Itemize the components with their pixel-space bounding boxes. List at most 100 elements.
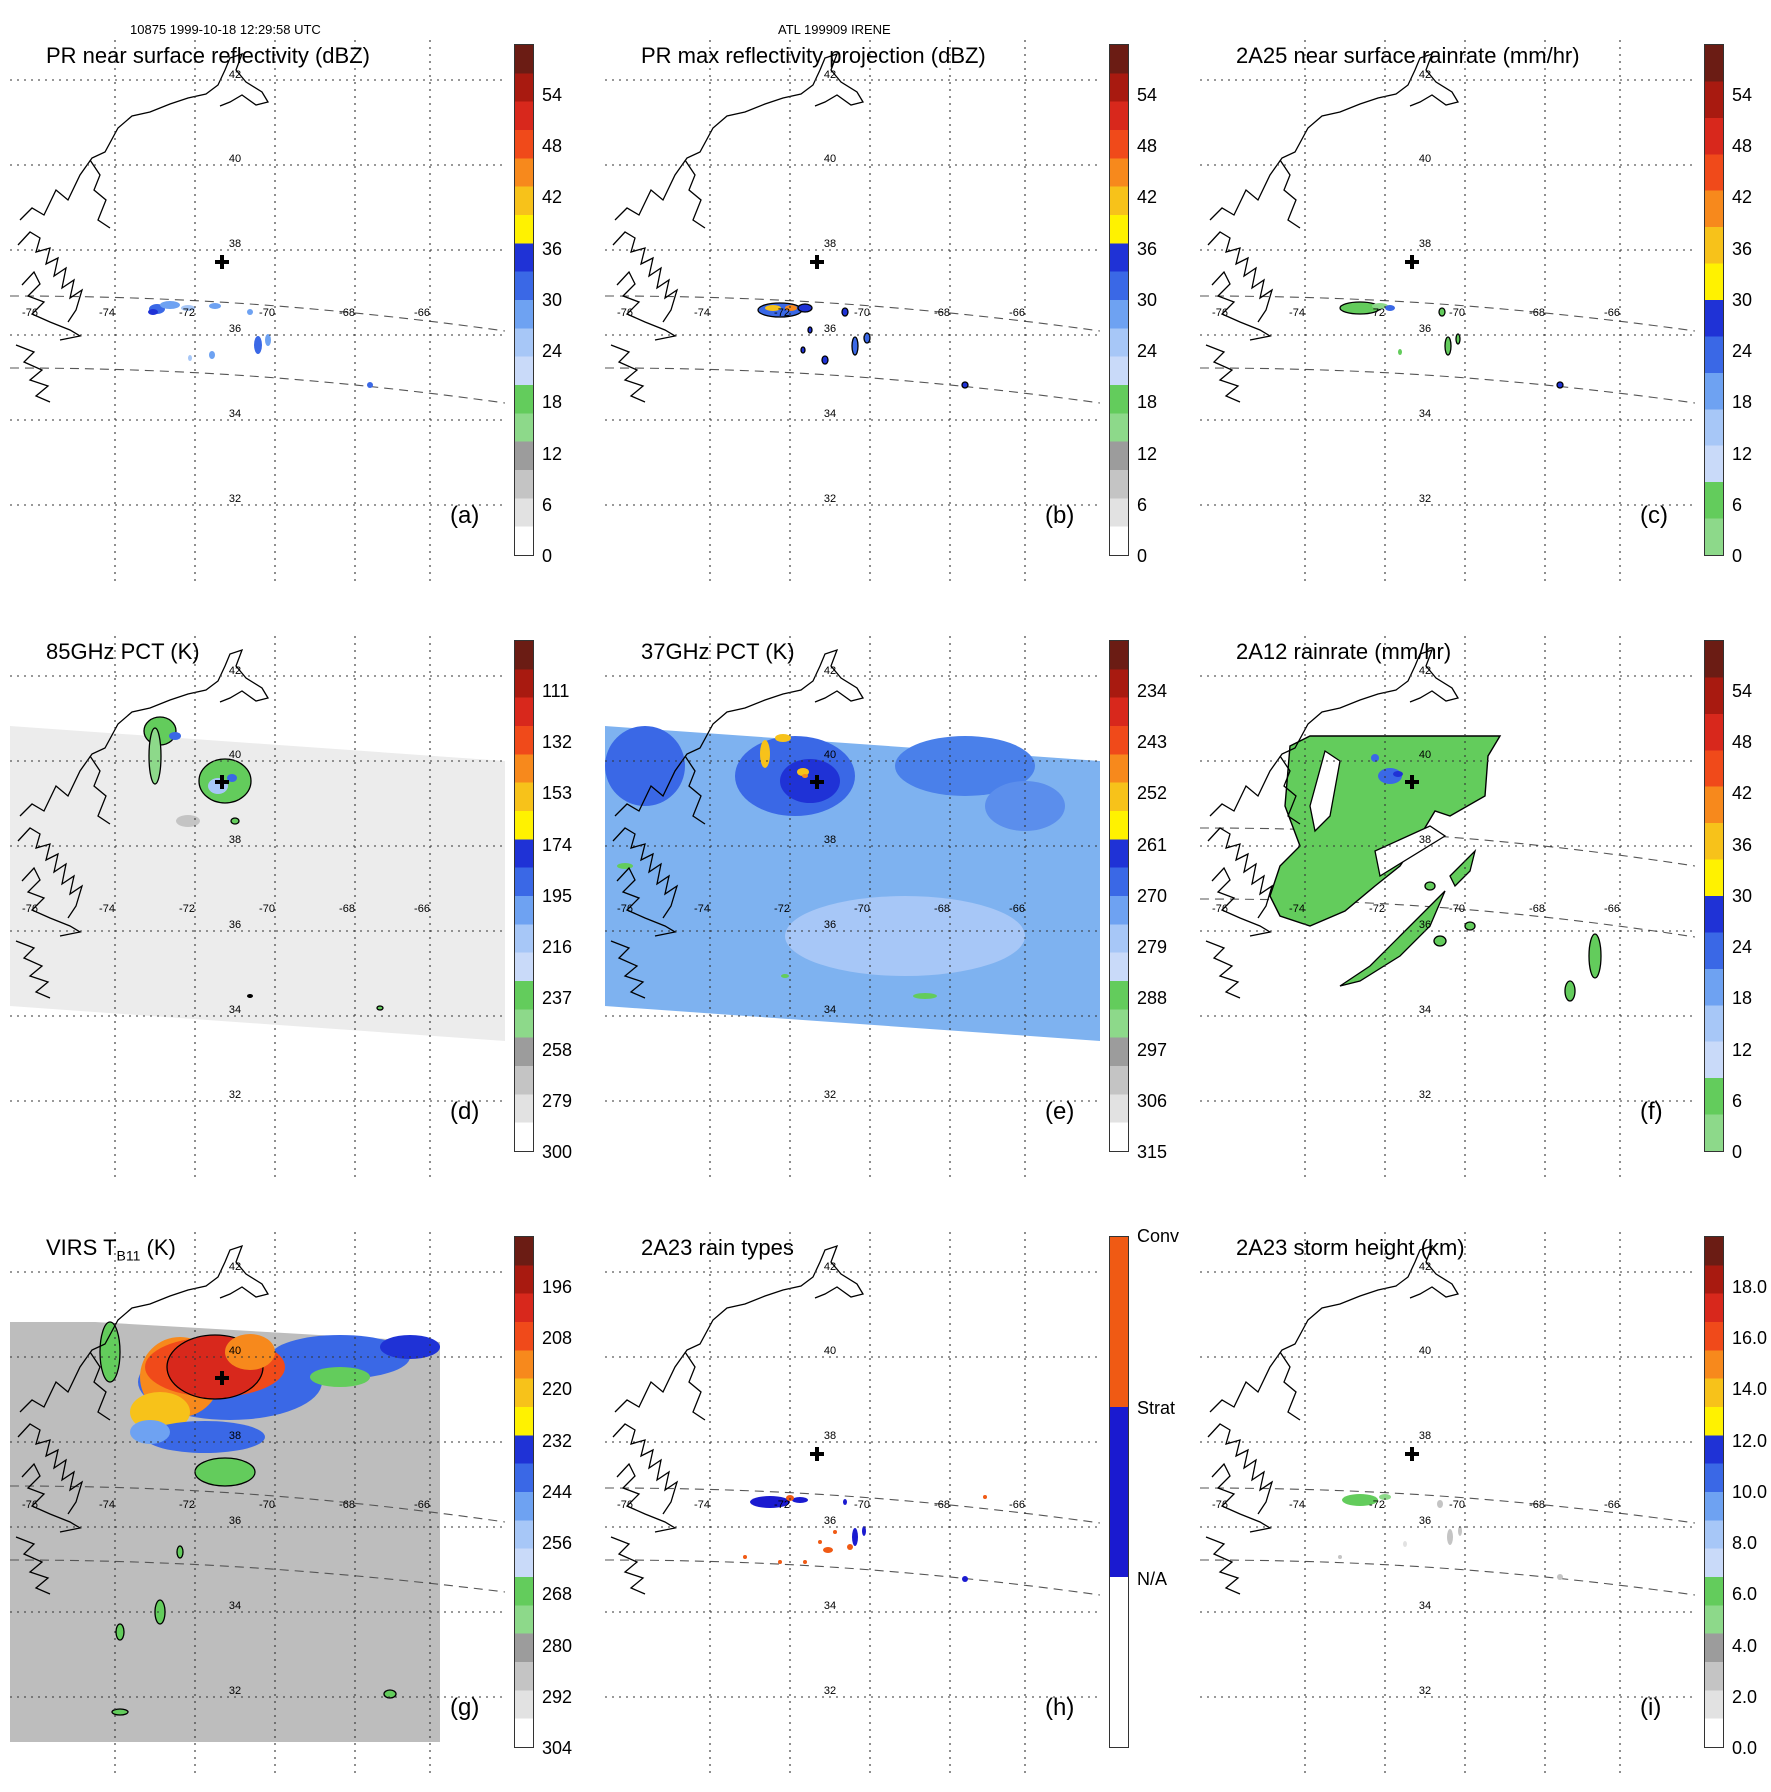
rainrate-cells [1339,301,1564,389]
header-storm-name: ATL 199909 IRENE [778,22,891,37]
colorbar-tick-label: 0 [1732,1142,1743,1162]
longitude-label: -76 [617,903,633,915]
longitude-label: -68 [339,1499,355,1511]
longitude-label: -74 [1289,1499,1305,1511]
coastline [610,648,865,999]
longitude-label: -68 [339,903,355,915]
map-c: 42 40 38 36 34 32 -76 -74 -72 -70 -68 -66 [1200,40,1695,585]
latitude-label: 36 [824,323,836,335]
colorbar-tick-label: 220 [542,1379,573,1400]
colorbar-tick-label: 261 [1137,834,1168,855]
colorbar-tick-label: 30 [1732,885,1753,906]
panel-i: 42 40 38 36 34 32 -76 -74 -72 -70 -68 -66 2A23 storm… [1200,1232,1767,1792]
colorbar-tick-label: 243 [1137,732,1168,753]
colorbar-tick-label: 18 [1732,988,1753,1009]
colorbar-tick-label: 280 [542,1635,573,1656]
latitude-label: 32 [824,1089,836,1101]
longitude-label: -76 [22,1499,38,1511]
colorbar [1109,1236,1129,1748]
colorbar-tick-label: 36 [542,238,563,259]
longitude-label: -72 [179,903,195,915]
latitude-label: 40 [1419,1345,1431,1357]
storm-center-marker [810,255,824,269]
colorbar-tick-label: 14.0 [1732,1379,1768,1400]
colorbar-tick-label: 36 [1732,834,1753,855]
map-canvas: 42 40 38 36 34 32 -76 -74 -72 -70 -68 -66 [605,1232,1100,1777]
latitude-label: 32 [229,1685,241,1697]
colorbar [514,1236,534,1748]
latitude-label: 40 [229,153,241,165]
colorbar-tick-label: 174 [542,834,573,855]
panel-e: 42 40 38 36 34 32 -76 -74 -72 -70 -68 -66 37GHz PCT … [605,636,1168,1196]
rain-features [1371,754,1602,1002]
latitude-label: 36 [229,323,241,335]
longitude-label: -72 [179,1499,195,1511]
colorbar-tick-label: Strat [1137,1398,1176,1418]
colorbar [1704,640,1724,1152]
longitude-label: -70 [259,903,275,915]
colorbar-tick-label: 300 [542,1142,573,1162]
longitude-label: -74 [694,903,710,915]
colorbar-tick-label: 304 [542,1738,573,1758]
colorbar-tick-label: 232 [542,1430,573,1451]
swath-edge [10,1485,505,1593]
latitude-label: 40 [229,749,241,761]
colorbar [1109,44,1129,556]
longitude-label: -74 [99,307,115,319]
colorbar-tick-label: 279 [1137,937,1168,958]
storm-center-marker [1405,1447,1419,1461]
map-d: 42 40 38 36 34 32 -76 -74 -72 -70 -68 -66 [10,636,505,1181]
longitude-label: -68 [1529,1499,1545,1511]
panel-d: 42 40 38 36 34 32 -76 -74 -72 -70 -68 -66 85GHz PCT … [10,636,573,1196]
map-canvas: 42 40 38 36 34 32 -76 -74 -72 -70 -68 -66 [1200,1232,1695,1777]
colorbar-tick-label: 24 [1137,341,1158,362]
latitude-label: 36 [229,1515,241,1527]
rain-type-cells [743,1495,987,1582]
colorbar-tick-label: 0 [542,546,553,566]
latitude-label: 40 [229,1345,241,1357]
longitude-label: -74 [694,1499,710,1511]
colorbar-tick-label: 306 [1137,1090,1168,1111]
colorbar-tick-label: 279 [542,1090,573,1111]
colorbar-tick-label: 256 [542,1533,573,1554]
longitude-label: -70 [1449,307,1465,319]
colorbar-tick-label: 48 [1732,732,1753,753]
colorbar [1704,1236,1724,1748]
storm-center-marker [215,775,229,789]
longitude-label: -70 [259,307,275,319]
colorbar-tick-label: 8.0 [1732,1533,1758,1554]
panel-title-text: 2A25 near surface rainrate (mm/hr) [1236,43,1580,68]
reflectivity-echoes [148,301,373,388]
panel-title-text: 2A12 rainrate (mm/hr) [1236,639,1452,664]
map-canvas: 42 40 38 36 34 32 -76 -74 -72 -70 -68 -66 [605,636,1100,1181]
latitude-label: 42 [824,1261,836,1273]
latitude-label: 32 [824,493,836,505]
colorbar-tick-label: 132 [542,732,573,753]
latitude-label: 36 [824,1515,836,1527]
map-h: 42 40 38 36 34 32 -76 -74 -72 -70 -68 -66 [605,1232,1100,1777]
panel-letter: (i) [1640,1694,1662,1721]
latitude-label: 32 [229,1089,241,1101]
colorbar-tick-label: 6.0 [1732,1584,1758,1605]
lat-lon-grid [10,40,505,585]
panel-title-text: VIRS T [46,1235,117,1260]
panel-title-text: PR max reflectivity projection (dBZ) [641,43,986,68]
latitude-label: 34 [824,408,836,420]
colorbar-tick-label: 6 [542,494,553,515]
latitude-label: 38 [229,834,241,846]
latitude-label: 42 [1419,69,1431,81]
map-canvas: 42 40 38 36 34 32 -76 -74 -72 -70 -68 -66 [10,40,505,585]
longitude-label: -72 [1369,903,1385,915]
reflectivity-echoes [757,302,969,389]
colorbar-tick-label: 0.0 [1732,1738,1758,1758]
colorbar-tick-label: N/A [1137,1569,1168,1589]
colorbar-tick-label: 216 [542,937,573,958]
rain-gap [1309,749,1341,833]
latitude-label: 42 [229,69,241,81]
latitude-label: 36 [1419,919,1431,931]
longitude-label: -70 [259,1499,275,1511]
panel-h: 42 40 38 36 34 32 -76 -74 -72 -70 -68 -66 2A23 rain … [605,1227,1179,1792]
panel-title: 2A25 near surface rainrate (mm/hr) [1236,43,1580,69]
storm-center-marker [810,775,824,789]
longitude-label: -68 [934,307,950,319]
